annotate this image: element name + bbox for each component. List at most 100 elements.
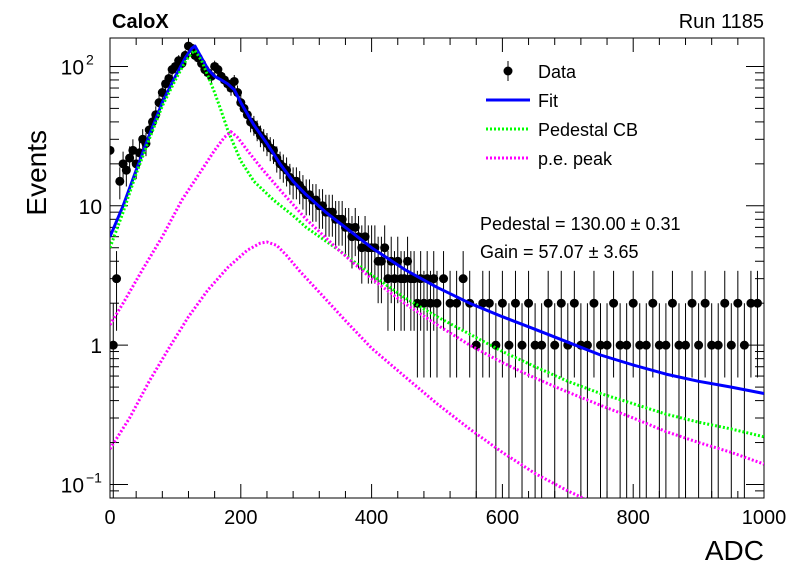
data-point	[615, 340, 625, 350]
data-point	[458, 274, 468, 284]
y-tick-label: 10	[61, 56, 84, 79]
data-point	[667, 298, 677, 308]
data-point	[687, 298, 697, 308]
legend-label: p.e. peak	[538, 149, 613, 169]
data-point	[543, 298, 553, 308]
data-point	[110, 145, 115, 155]
data-point	[733, 298, 743, 308]
y-tick-base: 1	[90, 335, 102, 358]
data-point	[164, 73, 174, 83]
x-tick-label: 1000	[742, 507, 787, 529]
data-point	[569, 298, 579, 308]
x-tick-label: 600	[486, 507, 519, 529]
legend-entry: Data	[503, 61, 577, 82]
data-point	[556, 298, 566, 308]
data-point	[713, 340, 723, 350]
data-point	[110, 340, 118, 350]
legend-label: Pedestal CB	[538, 120, 638, 140]
data-point	[429, 274, 439, 284]
data-point	[720, 298, 730, 308]
data-point	[439, 274, 449, 284]
y-axis-title: Events	[21, 130, 52, 216]
data-point	[635, 340, 645, 350]
legend-entry: p.e. peak	[486, 149, 613, 169]
y-tick-label: 10	[61, 474, 84, 497]
legend-data-marker	[503, 66, 513, 76]
data-point	[380, 243, 390, 253]
data-point	[419, 298, 429, 308]
data-point	[376, 256, 386, 266]
data-point	[125, 153, 135, 163]
data-point	[121, 165, 131, 175]
x-tick-label: 400	[355, 507, 388, 529]
pedestal-cb-curve	[110, 49, 764, 439]
gain-annotation: Gain = 57.07 ± 3.65	[480, 242, 639, 262]
data-point	[661, 340, 671, 350]
data-point	[517, 340, 527, 350]
data-point	[622, 340, 632, 350]
pe-peak-curve	[110, 130, 764, 466]
data-point	[707, 340, 717, 350]
legend-label: Data	[538, 62, 577, 82]
axis-ticks	[109, 38, 765, 499]
y-tick-base: 10	[61, 56, 84, 79]
data-point	[726, 340, 736, 350]
data-point	[628, 298, 638, 308]
data-point	[452, 298, 462, 308]
data-point	[484, 298, 494, 308]
y-tick-exponent: 2	[86, 51, 94, 67]
fit-curve	[110, 44, 764, 395]
data-point	[746, 298, 756, 308]
data-point	[510, 298, 520, 308]
data-point	[681, 340, 691, 350]
legend-label: Fit	[538, 91, 558, 111]
y-tick-label: 10	[79, 196, 102, 219]
x-tick-label: 0	[104, 507, 115, 529]
data-point	[537, 340, 547, 350]
data-point	[432, 298, 442, 308]
data-point	[589, 298, 599, 308]
data-point	[602, 340, 612, 350]
data-point	[350, 222, 360, 232]
x-tick-label: 200	[224, 507, 257, 529]
y-tick-base: 10	[79, 196, 102, 219]
run-label: Run 1185	[679, 11, 764, 33]
data-point	[389, 274, 399, 284]
data-point	[112, 274, 122, 284]
data-point	[654, 340, 664, 350]
data-point	[648, 298, 658, 308]
pe-peak-curve	[110, 240, 587, 498]
data-point	[213, 65, 223, 75]
data-point	[425, 298, 435, 308]
data-point	[497, 298, 507, 308]
data-point	[641, 340, 651, 350]
data-series	[110, 41, 762, 498]
data-point	[504, 340, 514, 350]
y-tick-exponent: −1	[86, 469, 102, 485]
legend-entry: Pedestal CB	[486, 120, 638, 140]
data-point	[383, 274, 393, 284]
data-point	[609, 298, 619, 308]
data-point	[360, 232, 370, 242]
data-point	[550, 340, 560, 350]
data-point	[596, 340, 605, 350]
data-point	[524, 298, 534, 308]
data-point	[700, 298, 710, 308]
pedestal-annotation: Pedestal = 130.00 ± 0.31	[480, 214, 681, 234]
data-point	[403, 256, 413, 266]
data-point	[399, 274, 409, 284]
data-point	[471, 340, 481, 350]
data-point	[478, 298, 488, 308]
legend-entry: Fit	[486, 91, 558, 111]
data-point	[694, 340, 704, 350]
y-tick-label: 1	[90, 335, 102, 358]
experiment-label: CaloX	[112, 11, 169, 33]
data-point	[445, 298, 455, 308]
data-point	[752, 298, 762, 308]
data-point	[412, 298, 422, 308]
x-tick-label: 800	[617, 507, 650, 529]
data-point	[229, 76, 239, 86]
plot-frame	[109, 37, 765, 499]
